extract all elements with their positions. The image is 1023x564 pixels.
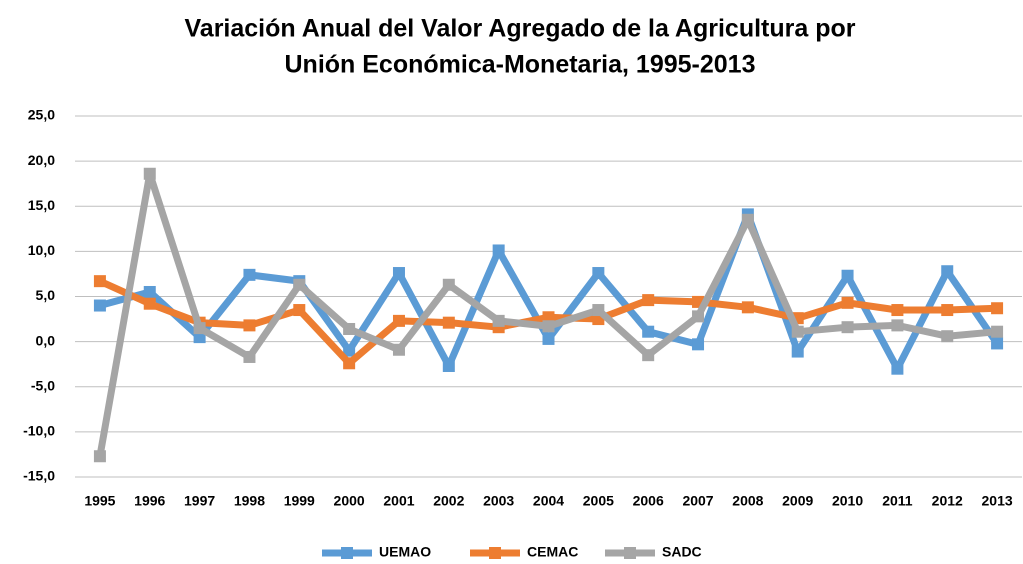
x-tick-label: 2011 [882, 493, 913, 509]
y-tick-label: 20,0 [28, 152, 55, 168]
legend-label: UEMAO [379, 544, 431, 560]
point-marker [692, 338, 705, 351]
x-tick-label: 2002 [433, 493, 464, 509]
y-tick-label: 25,0 [28, 107, 55, 123]
y-tick-label: 0,0 [36, 332, 56, 348]
point-marker [293, 304, 306, 317]
point-marker [143, 167, 156, 180]
x-tick-label: 2004 [533, 493, 564, 509]
point-marker [442, 359, 455, 372]
y-tick-label: -10,0 [23, 423, 55, 439]
point-marker [692, 310, 705, 323]
x-tick-label: 2005 [583, 493, 614, 509]
y-tick-label: 10,0 [28, 242, 55, 258]
x-tick-label: 2009 [782, 493, 813, 509]
point-marker [143, 285, 156, 298]
point-marker [891, 319, 904, 332]
x-tick-label: 1995 [84, 493, 115, 509]
point-marker [642, 349, 655, 362]
x-tick-label: 2000 [334, 493, 365, 509]
point-marker [442, 316, 455, 329]
point-marker [392, 343, 405, 356]
point-marker [791, 325, 804, 338]
point-marker [392, 314, 405, 327]
point-marker [791, 345, 804, 358]
x-tick-label: 2007 [682, 493, 713, 509]
point-marker [243, 319, 256, 332]
point-marker [542, 311, 555, 324]
point-marker [841, 321, 854, 334]
point-marker [492, 244, 505, 257]
x-tick-label: 1996 [134, 493, 165, 509]
point-marker [542, 332, 555, 345]
point-marker [243, 350, 256, 363]
point-marker [642, 294, 655, 307]
point-marker [592, 267, 605, 280]
legend-marker [489, 547, 501, 559]
point-marker [193, 331, 206, 344]
chart-title: Variación Anual del Valor Agregado de la… [185, 15, 856, 43]
point-marker [93, 299, 106, 312]
point-marker [991, 302, 1004, 315]
y-tick-label: 5,0 [36, 287, 56, 303]
x-tick-label: 1998 [234, 493, 265, 509]
point-marker [891, 362, 904, 375]
point-marker [592, 304, 605, 317]
point-marker [343, 322, 356, 335]
point-marker [542, 320, 555, 333]
point-marker [941, 304, 954, 317]
point-marker [891, 304, 904, 317]
point-marker [442, 278, 455, 291]
point-marker [941, 265, 954, 278]
point-marker [93, 450, 106, 463]
x-tick-label: 2010 [832, 493, 863, 509]
y-tick-label: 15,0 [28, 197, 55, 213]
point-marker [243, 268, 256, 281]
x-tick-label: 2013 [982, 493, 1013, 509]
x-tick-label: 1999 [284, 493, 315, 509]
y-tick-label: -15,0 [23, 468, 55, 484]
x-tick-label: 1997 [184, 493, 215, 509]
point-marker [841, 269, 854, 282]
point-marker [991, 337, 1004, 350]
legend-marker [341, 547, 353, 559]
point-marker [492, 314, 505, 327]
point-marker [392, 267, 405, 280]
legend-marker [624, 547, 636, 559]
x-tick-label: 2001 [383, 493, 414, 509]
point-marker [642, 325, 655, 338]
legend-label: SADC [662, 544, 702, 560]
chart-title: Unión Económica-Monetaria, 1995-2013 [285, 51, 756, 79]
y-tick-label: -5,0 [31, 377, 55, 393]
point-marker [93, 275, 106, 288]
point-marker [193, 322, 206, 335]
point-marker [293, 278, 306, 291]
x-tick-label: 2008 [732, 493, 763, 509]
point-marker [741, 301, 754, 314]
point-marker [841, 296, 854, 309]
point-marker [991, 325, 1004, 338]
point-marker [343, 357, 356, 370]
point-marker [343, 344, 356, 357]
legend-label: CEMAC [527, 544, 578, 560]
point-marker [741, 213, 754, 226]
x-tick-label: 2003 [483, 493, 514, 509]
point-marker [941, 330, 954, 343]
point-marker [143, 297, 156, 310]
x-tick-label: 2012 [932, 493, 963, 509]
x-tick-label: 2006 [633, 493, 664, 509]
